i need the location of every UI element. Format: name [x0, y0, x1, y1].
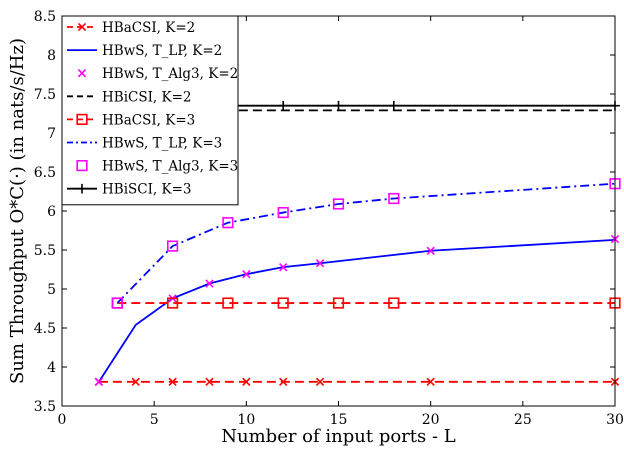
- series-6-point-5: [388, 192, 400, 205]
- series-2-point-2: [205, 279, 214, 288]
- legend-label-6: HBwS, T_Alg3, K=3: [102, 159, 238, 175]
- legend-swatch-marker-0-stroke-b: [77, 22, 87, 32]
- series-2: [94, 234, 620, 386]
- series-0-point-7: [426, 377, 435, 386]
- x-tick-label-25: 25: [514, 412, 532, 428]
- series-0-point-1-stroke-b: [131, 377, 140, 386]
- series-0-point-5-stroke-b: [279, 377, 288, 386]
- series-0-point-3: [205, 377, 214, 386]
- legend-label-4: HBaCSI, K=3: [102, 112, 195, 128]
- series-1-line: [98, 238, 616, 383]
- x-axis-label: Number of input ports - L: [221, 426, 456, 447]
- series-6-point-0: [111, 297, 123, 309]
- legend-entry-0: HBaCSI, K=2: [67, 20, 195, 36]
- series-0-point-2-stroke-b: [168, 377, 177, 386]
- series-0: [94, 377, 620, 386]
- legend-entry-1: HBwS, T_LP, K=2: [67, 43, 222, 59]
- y-tick-label-5: 5: [47, 282, 56, 298]
- legend-entry-5: HBwS, T_LP, K=3: [67, 136, 222, 152]
- series-7-point-1: [278, 100, 288, 111]
- legend-entry-6: HBwS, T_Alg3, K=3: [76, 159, 238, 175]
- series-4-point-1: [167, 297, 179, 309]
- series-7-point-3: [389, 100, 399, 111]
- series-2-point-6-stroke-b: [426, 246, 435, 255]
- y-tick-label-3.5: 3.5: [34, 399, 56, 415]
- series-0-point-3-stroke-b: [205, 377, 214, 386]
- series-4-point-5: [388, 297, 400, 309]
- y-tick-label-6: 6: [47, 204, 56, 220]
- y-tick-label-8.5: 8.5: [34, 9, 56, 25]
- series-0-point-5: [279, 377, 288, 386]
- series-0-point-6: [315, 377, 325, 386]
- legend-swatch-marker-6: [76, 160, 88, 172]
- legend-label-7: HBiSCI, K=3: [102, 182, 192, 198]
- legend-swatch-marker-4: [76, 113, 88, 125]
- y-axis-label: Sum Throughput O*C(·) (in nats/s/Hz): [7, 38, 28, 384]
- series-5-line: [116, 182, 616, 304]
- y-tick-label-8: 8: [47, 48, 56, 64]
- series-4-point-2: [222, 297, 234, 309]
- y-tick-label-7.5: 7.5: [34, 87, 56, 103]
- legend-box: [61, 15, 239, 206]
- x-tick-label-15: 15: [330, 412, 348, 428]
- legend-label-2: HBwS, T_Alg3, K=2: [102, 66, 238, 82]
- series-1: [98, 238, 616, 383]
- x-tick-label-20: 20: [422, 412, 440, 428]
- series-7-point-2: [333, 100, 344, 111]
- legend-label-1: HBwS, T_LP, K=2: [102, 43, 222, 59]
- legend-entry-2: HBwS, T_Alg3, K=2: [77, 66, 238, 82]
- legend-swatch-marker-2-stroke-b: [77, 69, 87, 78]
- y-tick-label-6.5: 6.5: [34, 165, 56, 181]
- series-0-point-1: [131, 377, 140, 386]
- series-0-point-6-stroke-b: [315, 377, 325, 386]
- series-2-point-4-stroke-b: [279, 262, 288, 272]
- series-2-point-3-stroke-b: [242, 270, 251, 279]
- legend-label-3: HBiCSI, K=2: [102, 89, 192, 105]
- series-2-point-0-stroke-b: [94, 377, 104, 386]
- legend-entry-7: HBiSCI, K=3: [67, 182, 192, 198]
- legend-label-5: HBwS, T_LP, K=3: [102, 136, 222, 152]
- series-0-point-7-stroke-b: [426, 377, 435, 386]
- series-5: [116, 182, 616, 304]
- axes: 0 5 10 15 20 25 30 3.5 4 4.5 5 5.5 6 6.5 7 7.5 8 8.5 Numbe…: [7, 9, 624, 447]
- y-tick-label-4.5: 4.5: [34, 321, 56, 337]
- legend-swatch-marker-7: [77, 183, 87, 194]
- legend-swatch-marker-0: [77, 22, 87, 32]
- series-0-point-2: [168, 377, 177, 386]
- series-0-point-4: [242, 377, 251, 386]
- series-6-point-2: [222, 217, 234, 229]
- x-tick-label-10: 10: [237, 412, 255, 428]
- legend-label-0: HBaCSI, K=2: [102, 20, 195, 36]
- series-4-point-4: [332, 297, 345, 309]
- legend-swatch-marker-2: [77, 69, 87, 78]
- x-tick-label-0: 0: [58, 412, 67, 428]
- series-6-point-4: [332, 198, 345, 210]
- y-tick-label-5.5: 5.5: [34, 243, 56, 259]
- legend-entry-4: HBaCSI, K=3: [67, 112, 195, 128]
- legend-entry-3: HBiCSI, K=2: [67, 89, 192, 105]
- series-2-point-5-stroke-b: [315, 259, 325, 268]
- series-6-point-3: [277, 206, 289, 219]
- series-2-point-5: [315, 259, 325, 268]
- y-tick-label-4: 4: [47, 360, 56, 376]
- series-2-point-3: [242, 270, 251, 279]
- series-4: [111, 297, 621, 309]
- y-tick-label-7: 7: [47, 126, 56, 142]
- series-6-point-1: [167, 240, 179, 252]
- series-2-point-4: [279, 262, 288, 272]
- x-tick-label-30: 30: [606, 412, 624, 428]
- x-tick-label-5: 5: [150, 412, 159, 428]
- series-4-point-3: [277, 297, 289, 309]
- series-2-point-6: [426, 246, 435, 255]
- series-2-point-0: [94, 377, 104, 386]
- legend: HBaCSI, K=2 HBwS, T_LP, K=2 HBwS, T_Alg3, …: [61, 15, 239, 206]
- series-2-point-2-stroke-b: [205, 279, 214, 288]
- series-0-point-4-stroke-b: [242, 377, 251, 386]
